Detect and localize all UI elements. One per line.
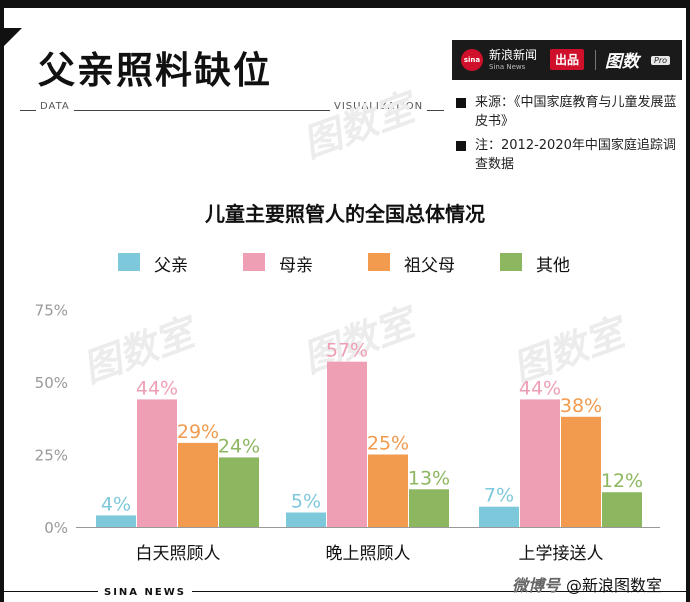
tushu-logo: 图数 [605,52,639,72]
weibo-tag: 微博号 [512,576,561,595]
source-note: 来源：《中国家庭教育与儿童发展蓝皮书》 [456,93,682,131]
title-rule [20,110,444,111]
data-note: 注：2012-2020年中国家庭追踪调查数据 [456,136,682,174]
top-bar [0,0,690,8]
brand-badge: 出品 [550,49,585,70]
source-text: 来源：《中国家庭教育与儿童发展蓝皮书》 [475,95,677,129]
corner-triangle [0,28,22,50]
chart-title: 儿童主要照管人的全国总体情况 [205,202,485,226]
legend-label: 其他 [536,256,570,276]
brand-name: 新浪新闻 [489,48,538,62]
legend-label: 父亲 [154,256,188,276]
legend-swatch [243,253,265,271]
footer-rule [4,591,686,592]
legend-swatch [500,253,522,271]
legend-label: 祖父母 [404,256,455,276]
bullet-square-icon [456,98,466,108]
rule-label-visualization: VISUALIZATION [330,101,428,112]
sina-eye-logo: sina [461,49,483,71]
account-name: @新浪图数室 [566,576,663,595]
rule-label-data: DATA [36,101,74,112]
page-title: 父亲照料缺位 [38,49,272,92]
bullet-square-icon [456,141,466,151]
footer-brand: SINA NEWS [98,587,192,598]
brand-divider [595,50,596,70]
footer-account: 微博号 @新浪图数室 [512,572,662,596]
pro-badge: Pro [651,56,671,65]
legend-swatch [368,253,390,271]
brand-subtitle: Sina News [489,63,526,71]
legend-label: 母亲 [279,256,313,276]
legend-swatch [118,253,140,271]
brand-box: sina 新浪新闻 Sina News 出品 图数 Pro [452,40,682,80]
note-text: 注：2012-2020年中国家庭追踪调查数据 [475,138,676,172]
